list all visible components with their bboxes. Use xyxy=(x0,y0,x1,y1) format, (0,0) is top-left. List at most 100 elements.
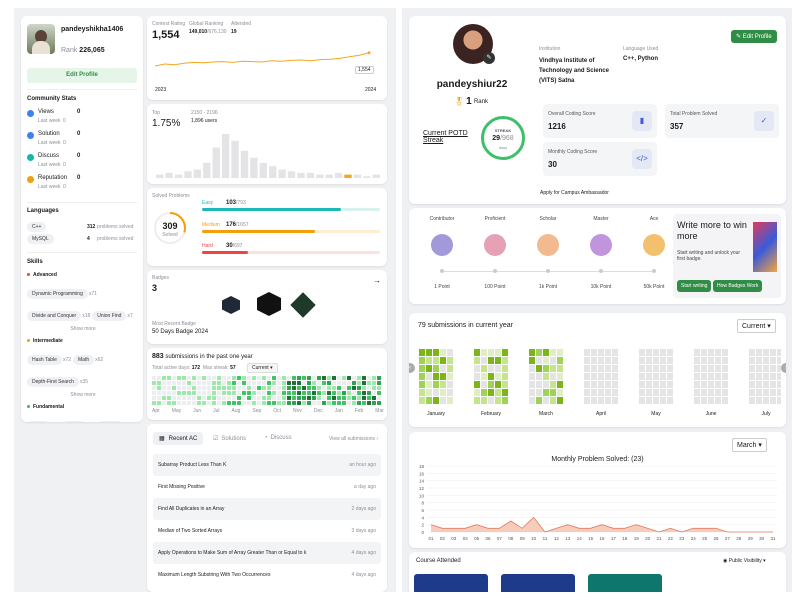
tab-recent-ac[interactable]: ▦ Recent AC xyxy=(153,432,204,445)
heatmap-cell xyxy=(232,386,236,390)
heatmap-cell xyxy=(242,381,246,385)
skill-tag[interactable]: Union Find x7 xyxy=(92,304,133,322)
top-value: 1.75% xyxy=(152,118,181,129)
recent-submission-row[interactable]: Find All Duplicates in an Array 2 days ag… xyxy=(153,498,381,520)
x-tick-label: 07 xyxy=(497,536,503,541)
level-badge-icon[interactable] xyxy=(484,234,506,256)
histogram-bar xyxy=(193,169,202,178)
score-label: Monthly Coding Score xyxy=(548,149,598,155)
community-stats-list: Views 0 Last week 0 Solution 0 Last week 0 Discu… xyxy=(27,109,137,197)
skill-tag[interactable]: Arrayx175 xyxy=(27,414,61,422)
tab-solutions[interactable]: ☑ Solutions xyxy=(213,435,246,443)
gfg-heatmap-cell xyxy=(715,373,721,380)
level-badge-icon[interactable] xyxy=(590,234,612,256)
gfg-heatmap-cell xyxy=(502,373,508,380)
heatmap-cell xyxy=(302,376,306,380)
gfg-heatmap-cell xyxy=(770,373,776,380)
level-points: 100 Point xyxy=(484,284,506,290)
gfg-heatmap-cell xyxy=(529,349,535,356)
month-select[interactable]: March ▾ xyxy=(732,438,767,452)
gfg-heatmap-cell xyxy=(495,381,501,388)
language-tag[interactable]: MySQL xyxy=(27,234,54,244)
gfg-heatmap-cell xyxy=(433,397,439,404)
gfg-heatmap-cell xyxy=(701,397,707,404)
heatmap-cell xyxy=(272,376,276,380)
heatmap-cell xyxy=(182,396,186,400)
gfg-heatmap-cell xyxy=(653,389,659,396)
badge-50-days-icon[interactable] xyxy=(222,296,240,314)
heatmap-cell xyxy=(157,381,161,385)
gfg-heatmap-cell xyxy=(694,397,700,404)
level-badge-icon[interactable] xyxy=(643,234,665,256)
skill-tag[interactable]: Depth-First Search x35 xyxy=(27,370,88,388)
campus-ambassador-link[interactable]: Apply for Campus Ambassador xyxy=(540,190,609,196)
arrow-right-icon[interactable]: → xyxy=(373,276,381,285)
gfg-heatmap-cell xyxy=(646,397,652,404)
heatmap-cell xyxy=(217,391,221,395)
heatmap-cell xyxy=(272,401,276,405)
skill-tag[interactable]: Divide and Conquer x18 xyxy=(27,304,90,322)
scroll-right-icon[interactable]: › xyxy=(781,363,786,373)
skill-tag[interactable]: Sortingx31 xyxy=(96,414,132,422)
recent-submission-row[interactable]: Maximum Length Substring With Two Occurr… xyxy=(153,564,381,586)
skill-tag[interactable]: Stringx66 xyxy=(62,414,95,422)
edit-avatar-icon[interactable]: ✎ xyxy=(483,52,495,64)
gfg-heatmap-cell xyxy=(770,397,776,404)
course-thumbnail[interactable] xyxy=(414,574,488,592)
tab-discuss[interactable]: ◔ Discuss xyxy=(264,435,292,441)
heatmap-cell xyxy=(247,401,251,405)
skill-tag[interactable]: Math x62 xyxy=(73,348,103,366)
language-tag[interactable]: C++ xyxy=(27,222,47,232)
gfg-year-select[interactable]: Current ▾ xyxy=(737,319,776,333)
how-badges-work-button[interactable]: How Badges Work xyxy=(713,280,763,292)
heatmap-cell xyxy=(352,401,356,405)
submissions-label: submissions in the past one year xyxy=(165,354,253,360)
show-more-link[interactable]: Show more xyxy=(70,392,96,398)
badge-100-days-icon[interactable] xyxy=(257,292,281,316)
view-all-submissions-link[interactable]: View all submissions › xyxy=(329,436,379,442)
level-name: Ace xyxy=(649,216,659,222)
edit-profile-button[interactable]: ✎ Edit Profile xyxy=(731,30,777,43)
heatmap-cell xyxy=(282,381,286,385)
level-badge-icon[interactable] xyxy=(431,234,453,256)
heatmap-cell xyxy=(282,391,286,395)
gfg-heatmap-cell xyxy=(694,357,700,364)
skill-group-name: Intermediate xyxy=(33,338,63,344)
heatmap-cell xyxy=(297,381,301,385)
skill-tag[interactable]: Dynamic Programming x71 xyxy=(27,282,97,300)
language-unit: problems solved xyxy=(97,224,134,230)
course-thumbnail[interactable] xyxy=(588,574,662,592)
heatmap-cell xyxy=(247,376,251,380)
gfg-heatmap-cell xyxy=(536,357,542,364)
gfg-heatmap-cell xyxy=(433,349,439,356)
heatmap-cell xyxy=(292,391,296,395)
badge-knight-icon[interactable] xyxy=(290,292,316,318)
problem-title: Subarray Product Less Than K xyxy=(158,462,227,468)
gfg-heatmap-cell xyxy=(591,381,597,388)
heatmap-cell xyxy=(222,386,226,390)
recent-submission-row[interactable]: Apply Operations to Make Sum of Array Gr… xyxy=(153,542,381,564)
medium-row: Medium 176/1657 xyxy=(202,222,380,233)
year-select[interactable]: Current ▾ xyxy=(247,363,278,373)
scroll-left-icon[interactable]: ‹ xyxy=(409,363,415,373)
recent-submission-row[interactable]: Median of Two Sorted Arrays 3 days ago xyxy=(153,520,381,542)
recent-badge-label: Most Recent Badge xyxy=(152,321,196,327)
heatmap-cell xyxy=(197,381,201,385)
start-writing-button[interactable]: Start writing xyxy=(677,280,712,292)
level-badge-icon[interactable] xyxy=(537,234,559,256)
heatmap-cell xyxy=(212,386,216,390)
skill-tag[interactable]: Hash Table x72 xyxy=(27,348,71,366)
gfg-heatmap-cell xyxy=(557,357,563,364)
recent-submission-row[interactable]: First Missing Positive a day ago xyxy=(153,476,381,498)
course-thumbnail[interactable] xyxy=(501,574,575,592)
gfg-heatmap-cell xyxy=(756,349,762,356)
recent-submission-row[interactable]: Subarray Product Less Than K an hour ago xyxy=(153,454,381,476)
heatmap-months: Apr May Jun Jul Aug Sep Oct Nov Dec Jan Feb Mar xyxy=(152,408,384,414)
show-more-link[interactable]: Show more xyxy=(70,326,96,332)
public-visibility-toggle[interactable]: ◉ Public Visibility ▾ xyxy=(723,558,766,564)
edit-profile-button[interactable]: Edit Profile xyxy=(27,68,137,83)
heatmap-cell xyxy=(242,376,246,380)
potd-streak-link[interactable]: Current POTD Streak xyxy=(423,130,468,144)
heatmap-cell xyxy=(277,401,281,405)
gfg-heatmap-cell xyxy=(722,381,728,388)
